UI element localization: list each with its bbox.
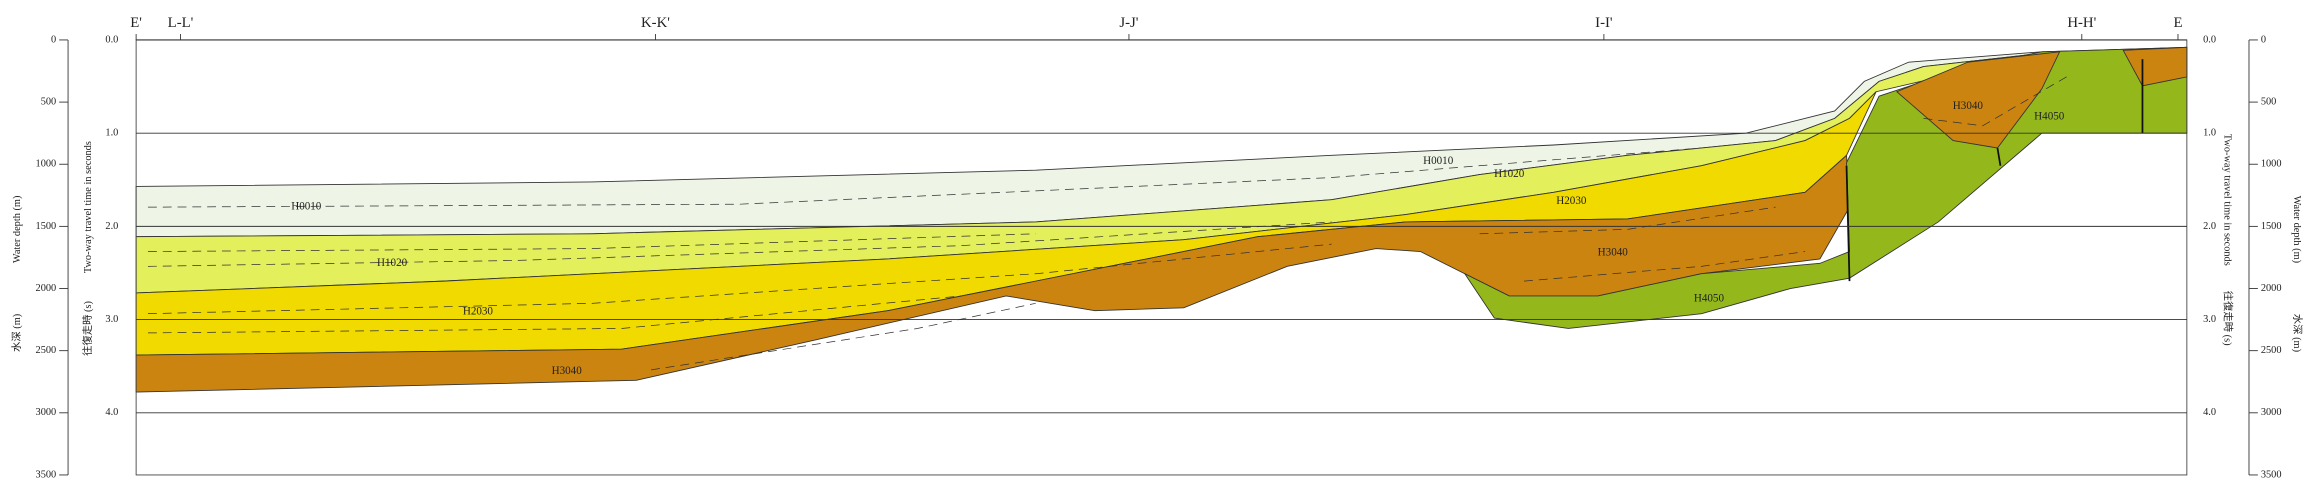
depth-tick-label: 3000 [2261,407,2282,418]
unit-label: H3040 [552,365,583,377]
unit-label: H0010 [1423,155,1454,167]
unit-label: H3040 [1953,100,1984,112]
depth-tick-label: 2500 [36,345,57,356]
section-label: H-H' [2067,15,2096,31]
horizon-dashed [147,243,1332,315]
horizon-dashed [1523,251,1806,282]
section-label: K-K' [641,15,670,31]
twt-tick-label: 3.0 [105,314,118,325]
depth-tick-label: 500 [2261,96,2277,107]
twt-tick-label: 4.0 [2203,407,2216,418]
unit-label: H1020 [377,257,408,269]
unit-label: H3040 [1598,247,1629,259]
twt-title-ja: 往復走時 (s) [81,301,94,356]
depth-tick-label: 1000 [2261,159,2282,170]
twt-tick-label: 1.0 [2203,128,2216,139]
section-label: E [2173,15,2182,31]
section-group: 0.0 0.0 1.0 1.0 2.0 2.0 3.0 3.0 4.0 4.0 0 0 500 500 10… [11,15,2303,480]
twt-tick-label: 0.0 [105,34,118,45]
unit-label: H0010 [291,201,322,213]
twt-title-ja: 往復走時 (s) [2221,291,2234,346]
unit-label: H1020 [1494,168,1525,180]
depth-title-ja: 水深 (m) [11,314,23,352]
depth-tick-label: 2000 [36,283,57,294]
twt-tick-label: 3.0 [2203,314,2216,325]
depth-tick-label: 1500 [2261,221,2282,232]
unit-label: H2030 [1556,195,1587,207]
unit-label: H2030 [463,306,494,318]
section-label: J-J' [1119,15,1138,31]
unit-label: H4050 [1694,292,1725,304]
fault [1996,147,2002,166]
horizon-dashed [1479,206,1776,235]
horizon-dashed [147,295,962,334]
depth-tick-label: 0 [51,34,56,45]
horizon-dashed [147,147,1702,208]
section-label: L-L' [168,15,194,31]
depth-tick-label: 500 [41,96,57,107]
section-label: E' [130,15,142,31]
horizon-dashed [147,221,1332,267]
depth-title-en: Water depth (m) [2291,196,2302,264]
depth-tick-label: 1500 [36,221,57,232]
depth-tick-label: 1000 [36,159,57,170]
horizon-dashed [1923,73,2072,127]
twt-title-en: Two-way travel time in seconds [83,141,94,273]
twt-title-en: Two-way travel time in seconds [2221,134,2232,266]
twt-tick-label: 1.0 [105,128,118,139]
depth-tick-label: 3000 [36,407,57,418]
depth-tick-label: 0 [2261,34,2266,45]
section-label: I-I' [1595,15,1613,31]
depth-title-en: Water depth (m) [12,196,23,264]
depth-tick-label: 2500 [2261,345,2282,356]
horizon-dashed [650,302,1036,371]
unit-label: H4050 [2034,110,2065,122]
depth-title-ja: 水深 (m) [2291,314,2303,352]
depth-tick-label: 3500 [2261,469,2282,480]
depth-tick-label: 2000 [2261,283,2282,294]
twt-tick-label: 2.0 [2203,221,2216,232]
depth-tick-label: 3500 [36,469,57,480]
twt-tick-label: 0.0 [2203,34,2216,45]
layer-h3040-upper [1896,51,2061,149]
twt-tick-label: 4.0 [105,407,118,418]
twt-tick-label: 2.0 [105,221,118,232]
horizon-dashed [147,233,1036,252]
fault [1845,165,1851,282]
